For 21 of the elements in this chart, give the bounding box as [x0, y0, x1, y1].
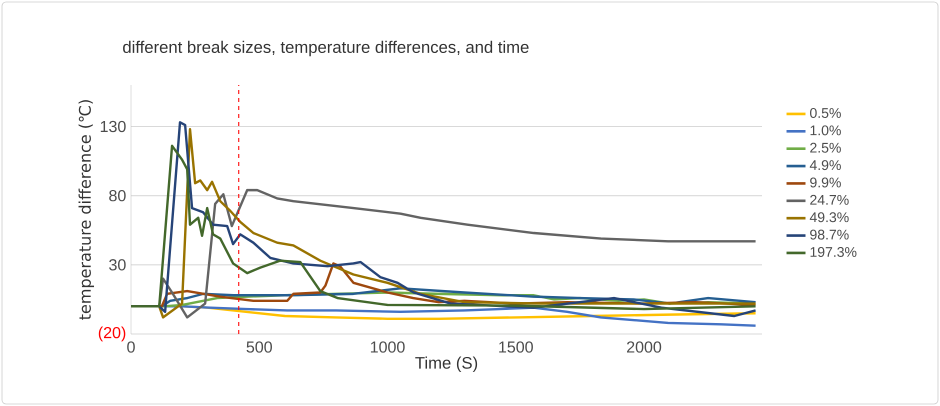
- x-tick-label: 1000: [370, 341, 405, 353]
- y-tick-label: (20): [98, 326, 126, 342]
- legend-label: 9.9%: [810, 178, 841, 188]
- y-axis-title: temperature difference (℃): [78, 100, 94, 320]
- legend-label: 197.3%: [810, 247, 856, 257]
- legend-label: 1.0%: [810, 125, 841, 136]
- legend-label: 98.7%: [810, 230, 849, 240]
- y-tick-label: 80: [109, 190, 126, 202]
- legend-label: 2.5%: [810, 142, 841, 153]
- x-tick-label: 0: [127, 341, 135, 353]
- x-tick-label: 1500: [499, 341, 533, 353]
- y-tick-label: 130: [100, 120, 126, 132]
- y-tick-label: 30: [109, 259, 126, 270]
- legend-label: 4.9%: [810, 160, 841, 170]
- legend-label: 0.5%: [810, 108, 841, 118]
- x-axis-title: Time (S): [415, 356, 478, 372]
- x-tick-label: 500: [246, 341, 272, 353]
- chart-title: different break sizes, temperature differences, and time: [123, 40, 529, 56]
- x-tick-label: 2000: [627, 341, 662, 353]
- legend-label: 49.3%: [810, 212, 849, 222]
- legend-label: 24.7%: [810, 194, 849, 205]
